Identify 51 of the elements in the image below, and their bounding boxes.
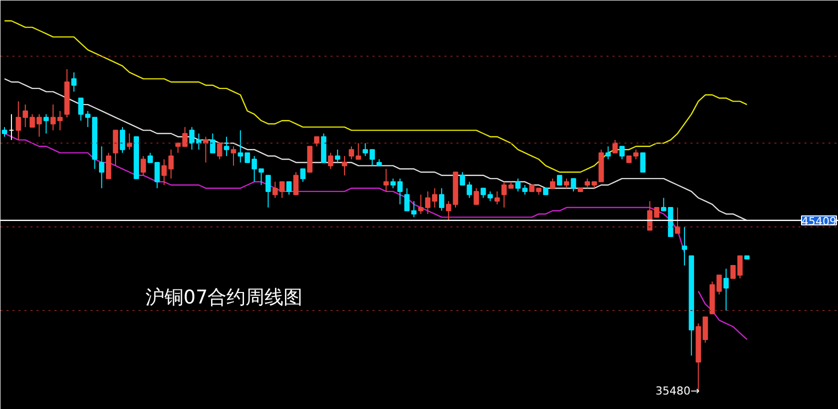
candlestick	[640, 152, 646, 173]
candlestick	[564, 178, 570, 189]
candlestick	[606, 146, 611, 160]
candlestick	[633, 149, 639, 160]
candlestick	[224, 136, 230, 157]
candlestick	[556, 174, 562, 186]
candlestick	[126, 133, 132, 150]
candlestick	[474, 188, 479, 205]
candlestick	[682, 226, 688, 266]
candlestick	[112, 130, 118, 166]
candlestick	[57, 110, 63, 131]
annotation: 沪铜07合约周线图	[146, 286, 303, 308]
candlestick	[71, 72, 77, 92]
annotation: 35480→	[656, 384, 700, 398]
candlestick	[737, 255, 743, 279]
candlestick	[383, 168, 389, 192]
candlestick	[494, 190, 500, 205]
candlestick	[140, 156, 146, 176]
candlestick	[266, 174, 271, 208]
candlestick	[314, 136, 320, 147]
candlestick	[203, 136, 208, 163]
candlestick	[120, 126, 126, 154]
candlestick	[328, 152, 334, 170]
candlestick	[216, 142, 222, 160]
candlestick	[612, 139, 618, 154]
candlestick	[418, 194, 424, 214]
candlestick	[293, 172, 299, 196]
candlestick	[501, 181, 507, 208]
candlestick	[175, 142, 181, 154]
candlestick	[182, 126, 188, 147]
candlestick	[446, 200, 452, 221]
candlestick	[210, 133, 216, 154]
candlestick	[550, 178, 556, 189]
candlestick	[99, 146, 104, 189]
candlestick	[300, 168, 306, 182]
candlestick	[2, 126, 8, 138]
candlestick	[230, 146, 236, 166]
candlestick	[334, 149, 340, 163]
candlestick	[730, 264, 736, 279]
candlestick	[674, 207, 680, 234]
candlestick	[723, 268, 729, 312]
candlestick	[619, 146, 625, 160]
candlestick	[390, 178, 396, 189]
candlestick	[438, 188, 444, 212]
candlestick	[397, 178, 403, 205]
candlestick	[50, 104, 56, 131]
candlestick	[44, 114, 49, 134]
candlestick	[106, 152, 112, 180]
candlestick	[286, 181, 292, 196]
candlestick	[342, 156, 348, 176]
candlestick	[570, 178, 576, 192]
